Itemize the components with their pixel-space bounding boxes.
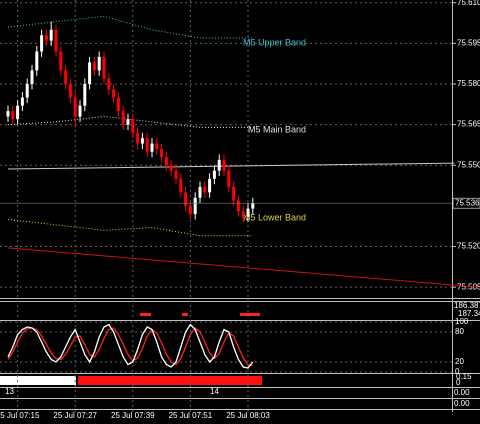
band-line [7,218,253,237]
candle-body [184,192,188,206]
candle-body [35,51,39,71]
signal-bar [0,376,262,385]
candle-body [102,56,106,79]
signal-label: 0 [456,378,461,387]
candle-body [174,170,178,179]
x-tick-label: 25 Jul 07:51 [169,411,213,420]
candle-body [83,83,87,106]
x-tick-label: 25 Jul 07:39 [111,411,155,420]
volume-label: 187.34 [458,309,480,318]
candle-body [241,211,245,217]
candle-body [88,62,92,84]
candle-body [169,165,173,171]
candle-body [155,143,159,149]
y-tick-label: 20 [455,357,464,366]
candle-body [11,111,15,120]
band-label: M5 Upper Band [243,37,306,47]
y-tick-label: 100 [455,317,469,326]
band-line [7,115,253,128]
candle-body [232,186,236,201]
candle-body [193,197,197,215]
candle-body [203,186,207,193]
candle-body [222,159,226,171]
candle-body [49,29,53,41]
x-tick-label: 25 Jul 08:03 [226,411,270,420]
candle-body [136,132,140,144]
candle-body [92,62,96,71]
candle-body [107,78,111,90]
candle-body [246,208,250,217]
band-label: M5 Lower Band [243,212,306,222]
dot-group [240,313,260,316]
candle-body [212,170,216,179]
y-tick-label: 75.595 [457,38,480,47]
candle-body [126,119,130,125]
dot-group [140,313,151,316]
candle-body [179,178,183,193]
stochastic-line [7,327,253,367]
y-tick-label: 75.565 [457,120,480,129]
candle-body [188,205,192,215]
day-label: 14 [210,387,219,396]
candle-body [59,51,63,71]
candle-body [16,105,20,120]
y-tick-label: 75.550 [457,160,480,169]
y-tick-label: 0 [455,367,460,376]
candle-body [68,83,72,98]
candle-body [217,159,221,171]
volume-label: 186.387 [454,301,480,310]
candle-body [20,97,24,106]
candle-body [30,70,34,84]
candle-body [25,83,29,98]
band-line [7,15,253,39]
candle-body [78,105,82,117]
bottom-label: 0.00 [454,399,470,408]
signal-down-block [78,376,262,385]
candle-body [140,138,144,144]
stochastic-line [7,323,254,369]
trend-line [7,247,479,288]
candle-body [73,97,77,117]
y-tick-label: 75.520 [457,242,480,251]
candle-body [116,97,120,112]
bottom-label: 0.00 [454,388,470,397]
candle-body [97,56,101,71]
candle-body [251,203,255,209]
candle-body [150,143,154,152]
panel-frames [0,0,480,412]
x-tick-label: 25 Jul 07:15 [0,411,40,420]
y-tick-label: 75.580 [457,79,480,88]
candle-body [208,178,212,193]
candle-body [40,35,44,52]
candle-body [121,111,125,125]
dot-group [182,313,188,316]
candle-body [6,111,10,117]
day-label: 13 [5,387,14,396]
candle-body [164,157,168,166]
candle-body [227,170,231,187]
signal-up-block [0,376,76,385]
current-price-label: 75.536 [455,198,480,207]
x-tick-label: 25 Jul 07:27 [53,411,97,420]
candle-body [112,89,116,98]
candle-body [160,149,164,158]
volume-dots [140,313,260,316]
y-tick-label: 80 [455,327,464,336]
candle-body [198,186,202,198]
signal-label: 0.15 [456,372,472,381]
candle-body [145,138,149,152]
candle-body [54,29,58,52]
candle-body [236,200,240,212]
candle-body [44,35,48,41]
band-label: M5 Main Band [248,124,306,134]
trend-line [7,162,455,170]
current-price-box [452,197,480,209]
candle-body [131,119,135,133]
y-tick-label: 75.610 [457,0,480,7]
candle-body [64,70,68,84]
